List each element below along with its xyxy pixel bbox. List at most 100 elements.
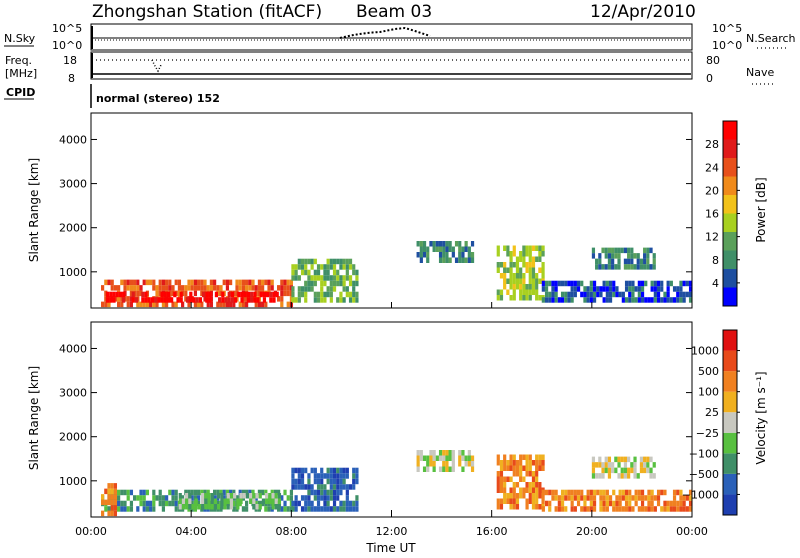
power-cell: [583, 286, 587, 292]
power-cell: [583, 291, 587, 298]
velocity-cell: [291, 506, 295, 512]
velocity-cell: [519, 465, 523, 471]
velocity-cell: [101, 510, 105, 517]
velocity-cell: [184, 489, 188, 496]
power-cell: [300, 291, 305, 298]
velocity-cell: [185, 493, 189, 499]
power-cell: [601, 264, 605, 270]
velocity-cell: [656, 489, 661, 496]
velocity-cell: [628, 495, 632, 501]
power-cell: [637, 280, 641, 287]
velocity-cell: [679, 500, 683, 507]
power-cell: [589, 291, 593, 298]
power-cell: [329, 258, 333, 265]
power-cell: [307, 275, 311, 281]
power-cell: [200, 285, 204, 291]
power-cell: [326, 286, 330, 292]
velocity-cell: [512, 471, 516, 477]
velocity-cell: [451, 455, 455, 461]
velocity-cell: [570, 500, 574, 507]
velocity-cell: [506, 498, 510, 504]
power-cell: [551, 280, 555, 287]
velocity-cell: [649, 456, 653, 463]
velocity-cell: [570, 495, 574, 501]
velocity-cell: [242, 493, 246, 499]
velocity-cell: [535, 493, 539, 499]
power-cell: [595, 258, 599, 265]
velocity-cell: [248, 489, 252, 496]
velocity-cell: [570, 506, 574, 512]
power-cell: [656, 291, 661, 298]
power-cell: [142, 301, 146, 308]
power-cell: [656, 280, 661, 287]
velocity-cell: [663, 500, 667, 507]
power-cell: [352, 269, 356, 276]
power-cell: [445, 246, 449, 252]
velocity-cell: [310, 506, 314, 512]
velocity-cell: [448, 450, 452, 456]
power-cell: [631, 286, 635, 292]
velocity-cell: [316, 500, 321, 507]
velocity-cell: [688, 500, 693, 507]
power-cell: [208, 297, 212, 303]
power-cell: [166, 291, 171, 298]
velocity-cell: [152, 495, 156, 501]
velocity-cell: [599, 489, 603, 496]
velocity-cell: [624, 495, 629, 501]
velocity-cell: [461, 466, 465, 472]
power-cell: [627, 264, 631, 270]
velocity-cell: [624, 489, 629, 496]
velocity-cell: [467, 461, 471, 467]
velocity-cell: [265, 493, 269, 499]
velocity-cell: [223, 498, 227, 504]
velocity-cell: [185, 498, 189, 504]
nsky-strip: N.Sky 10^5 10^0 10^5 10^0 N.Search: [4, 22, 796, 52]
velocity-cell: [107, 488, 111, 495]
velocity-cell: [289, 489, 294, 496]
power-cell: [280, 296, 284, 302]
power-cell: [451, 246, 455, 252]
power-cell: [118, 291, 123, 298]
power-cell: [688, 286, 693, 292]
power-cell: [650, 280, 654, 287]
power-cell: [329, 291, 333, 298]
velocity-cell: [339, 473, 343, 479]
velocity-cell: [576, 495, 581, 501]
power-cell: [131, 297, 135, 303]
velocity-cell: [178, 504, 182, 510]
power-cell: [235, 285, 239, 291]
velocity-cell: [672, 506, 677, 512]
power-cell: [205, 297, 209, 303]
velocity-cell: [161, 506, 166, 512]
velocity-cell: [503, 476, 507, 482]
power-colorbar-segment: [723, 232, 737, 251]
power-cell: [617, 258, 621, 265]
velocity-cell: [644, 495, 648, 501]
power-cell: [235, 290, 239, 297]
power-cell: [646, 258, 650, 265]
power-cell: [235, 279, 239, 286]
power-cell: [227, 297, 231, 303]
time-x-axis: 00:00 04:00 08:00 12:00 16:00 20:00 00:00: [75, 302, 708, 538]
velocity-cell: [503, 454, 507, 460]
velocity-cell: [291, 484, 295, 490]
power-cell: [104, 279, 108, 286]
power-cell: [595, 264, 599, 270]
power-cell: [206, 285, 210, 291]
velocity-cell: [688, 489, 693, 496]
velocity-cell: [515, 465, 520, 471]
velocity-cell: [174, 489, 178, 496]
velocity-cell: [110, 510, 114, 517]
velocity-cell: [345, 489, 349, 496]
velocity-cell: [560, 495, 565, 501]
velocity-cell: [291, 473, 295, 479]
power-cell: [605, 297, 609, 303]
velocity-cell: [142, 500, 146, 507]
velocity-cell: [332, 495, 337, 501]
velocity-cell: [445, 455, 449, 461]
power-cell: [355, 280, 359, 287]
velocity-cell: [432, 455, 436, 461]
velocity-cell: [158, 489, 162, 496]
velocity-cell: [336, 495, 340, 501]
velocity-cell: [601, 462, 605, 468]
